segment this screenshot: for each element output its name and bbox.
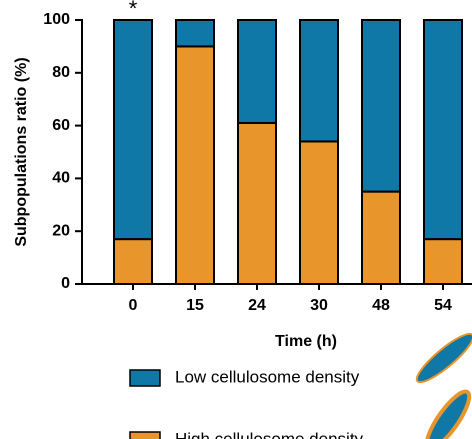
bar-segment — [175, 45, 215, 286]
bar-segment — [237, 121, 277, 285]
bar-segment — [299, 140, 339, 285]
bar-segment — [423, 19, 463, 241]
legend-label: High cellulosome density — [175, 429, 364, 439]
y-axis-label: Subpopulations ratio (%) — [13, 57, 30, 246]
x-axis-label: Time (h) — [275, 333, 337, 350]
annotation: * — [129, 0, 138, 21]
bar-segment — [361, 19, 401, 193]
y-tick-label: 60 — [52, 117, 70, 134]
bar-segment — [299, 19, 339, 143]
bar-segment — [175, 19, 215, 48]
y-tick-label: 0 — [61, 275, 70, 292]
y-tick-label: 80 — [52, 64, 70, 81]
legend-label: Low cellulosome density — [175, 367, 360, 386]
x-tick-label: 30 — [310, 297, 328, 314]
y-tick-label: 40 — [52, 170, 70, 187]
y-tick-label: 100 — [43, 11, 70, 28]
x-tick-label: 0 — [129, 297, 138, 314]
bar-segment — [423, 238, 463, 285]
legend-swatch — [129, 369, 161, 387]
bar-segment — [237, 19, 277, 124]
x-tick-label: 15 — [186, 297, 204, 314]
bar-segment — [361, 190, 401, 286]
y-tick-label: 20 — [52, 222, 70, 239]
x-tick-label: 48 — [372, 297, 390, 314]
bar-segment — [113, 238, 153, 285]
x-tick-label: 54 — [434, 297, 452, 314]
bar-segment — [113, 19, 153, 241]
bacteria-icons — [415, 332, 472, 439]
x-tick-label: 24 — [248, 297, 266, 314]
legend-swatch — [129, 431, 161, 439]
